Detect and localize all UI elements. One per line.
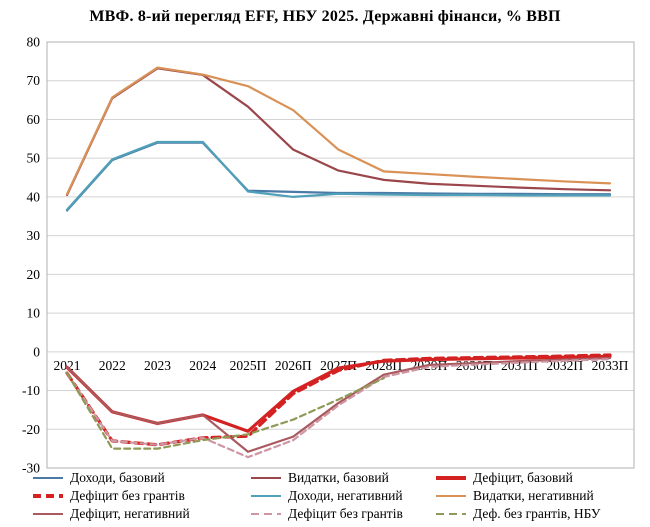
legend-item: Доходи, негативний [251,487,436,505]
y-axis-tick-label: 70 [27,73,41,88]
legend-item: Видатки, базовий [251,469,436,487]
x-axis-tick-label: 2025П [230,358,267,373]
legend-line-swatch [436,512,466,516]
y-axis-tick-label: 80 [27,35,41,50]
legend-line-swatch [33,476,63,480]
y-axis-tick-label: 20 [27,267,41,282]
legend-line-swatch [33,494,63,498]
legend-label: Дефіцит, негативний [70,506,190,521]
x-axis-tick-label: 2024 [189,358,216,373]
legend-line-swatch [251,476,281,480]
series-line [65,141,612,212]
plot-border [46,41,635,469]
legend-label: Видатки, негативний [473,488,594,503]
y-axis-tick-label: -20 [22,422,40,437]
legend-label: Дефіцит без грантів [70,488,185,503]
legend-item: Видатки, негативний [436,487,643,505]
legend-item: Дефіцит без грантів [33,487,251,505]
series-line [65,140,612,211]
y-axis-tick-label: 60 [27,112,41,127]
series-line [65,66,612,196]
x-axis-tick-label: 2033П [592,358,629,373]
y-axis-tick-label: 10 [27,306,41,321]
legend-line-swatch [251,512,281,516]
y-axis-tick-label: -10 [22,383,40,398]
y-axis-tick-label: 50 [27,151,41,166]
legend-item: Дефіцит, негативний [33,505,251,523]
legend-line-swatch [33,512,63,516]
legend-item: Дефіцит без грантів [251,505,436,523]
legend-item: Доходи, базовий [33,469,251,487]
chart-legend: Доходи, базовий Видатки, базовий Дефіцит, … [33,469,643,523]
series-line [65,67,612,197]
legend-label: Дефіцит, базовий [473,470,573,485]
series-line [65,356,612,453]
series-line [65,372,385,450]
legend-label: Видатки, базовий [288,470,389,485]
y-axis-tick-label: -30 [22,461,40,476]
chart-title: МВФ. 8-ий перегляд EFF, НБУ 2025. Держав… [89,8,561,25]
legend-label: Доходи, базовий [70,470,165,485]
legend-line-swatch [436,494,466,498]
x-axis-tick-label: 2022 [99,358,126,373]
x-axis-tick-label: 2026П [275,358,312,373]
y-axis-tick-label: 40 [27,189,41,204]
legend-label: Дефіцит без грантів [288,506,403,521]
legend-label: Доходи, негативний [288,488,403,503]
series-line [65,353,612,447]
series-line [65,358,612,459]
x-axis-tick-label: 2023 [144,358,171,373]
y-axis-tick-label: 0 [33,344,40,359]
legend-item: Дефіцит, базовий [436,469,643,487]
legend-label: Деф. без грантів, НБУ [473,506,601,521]
x-axis-tick-label: 2021 [54,358,81,373]
legend-item: Деф. без грантів, НБУ [436,505,643,523]
legend-line-swatch [251,494,281,498]
legend-line-swatch [436,476,466,480]
y-axis-tick-label: 30 [27,228,41,243]
